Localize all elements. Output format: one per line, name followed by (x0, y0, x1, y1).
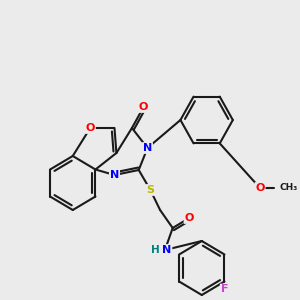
Text: O: O (139, 102, 148, 112)
Text: F: F (221, 284, 228, 295)
Text: N: N (143, 143, 152, 153)
Text: N: N (110, 170, 119, 180)
Text: S: S (146, 185, 154, 195)
Text: H: H (151, 245, 160, 255)
Text: N: N (162, 245, 172, 255)
Text: O: O (184, 213, 194, 223)
Text: O: O (255, 183, 265, 193)
Text: CH₃: CH₃ (279, 184, 298, 193)
Text: O: O (85, 123, 95, 133)
